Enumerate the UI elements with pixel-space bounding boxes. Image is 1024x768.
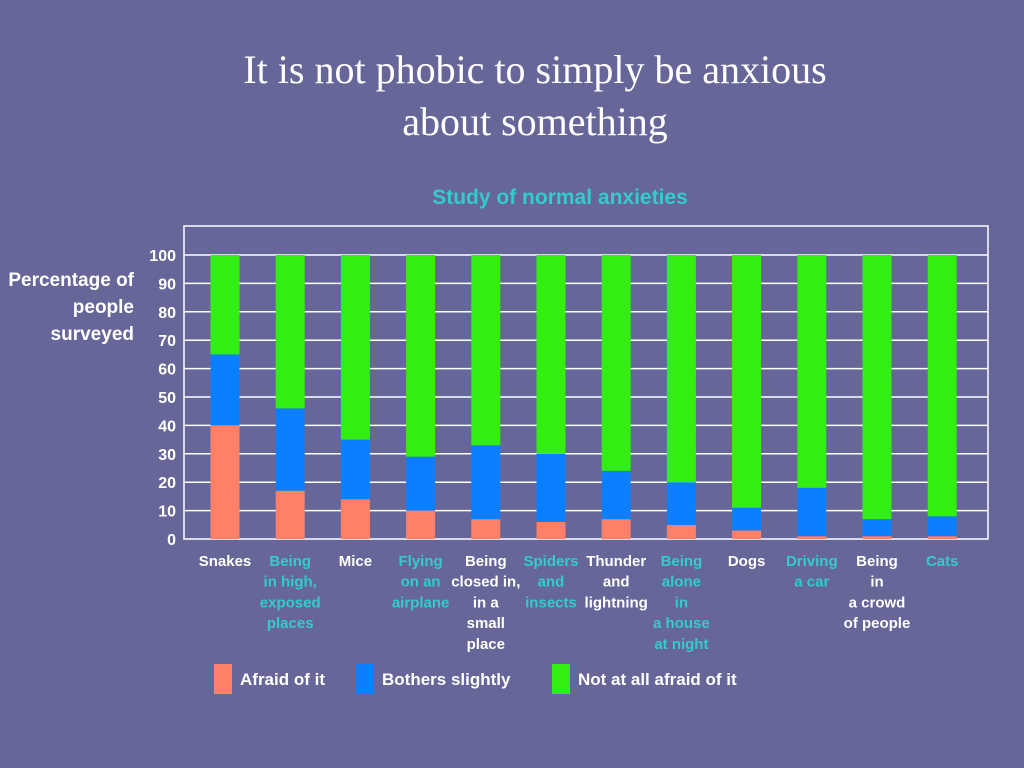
bar-bothers — [601, 470, 631, 520]
bar-bothers — [340, 439, 370, 500]
bar-afraid — [340, 499, 370, 539]
bar-afraid — [471, 519, 501, 539]
y-tick-label: 100 — [149, 248, 176, 265]
legend-swatch-not-afraid — [552, 664, 570, 694]
x-tick-label: Being — [856, 553, 898, 570]
x-tick-label: Being — [465, 553, 507, 570]
bar-bothers — [471, 445, 501, 520]
bar-bothers — [536, 453, 566, 522]
bar-not-afraid — [601, 255, 631, 471]
bar-bothers — [797, 487, 827, 537]
x-tick-label: Being — [269, 553, 311, 570]
x-tick-label: places — [267, 615, 314, 632]
y-tick-label: 10 — [158, 504, 176, 521]
y-tick-label: 30 — [158, 447, 176, 464]
x-tick-label: a crowd — [849, 594, 906, 611]
legend-label-afraid: Afraid of it — [240, 670, 325, 689]
bar-afraid — [862, 536, 892, 539]
legend-label-bothers: Bothers slightly — [382, 670, 511, 689]
bar-afraid — [406, 510, 436, 539]
bar-not-afraid — [732, 255, 762, 508]
bar-bothers — [210, 354, 240, 426]
x-tick-label: and — [538, 574, 565, 591]
legend-swatch-afraid — [214, 664, 232, 694]
x-tick-label: small — [467, 615, 505, 632]
x-tick-label: Spiders — [523, 553, 578, 570]
x-tick-label: Cats — [926, 553, 959, 570]
chart-title: Study of normal anxieties — [432, 186, 688, 209]
x-tick-label: a house — [653, 615, 710, 632]
bar-afraid — [210, 425, 240, 539]
y-tick-label: 60 — [158, 362, 176, 379]
x-tick-label: Thunder — [586, 553, 646, 570]
x-tick-label: place — [467, 636, 505, 653]
x-tick-label: Driving — [786, 553, 838, 570]
y-tick-label: 40 — [158, 418, 176, 435]
x-tick-label: and — [603, 574, 630, 591]
x-tick-label: a car — [794, 574, 829, 591]
x-tick-label: Snakes — [199, 553, 252, 570]
legend-swatch-bothers — [356, 664, 374, 694]
bar-not-afraid — [471, 255, 501, 446]
bar-not-afraid — [275, 255, 305, 409]
bar-afraid — [732, 530, 762, 539]
x-tick-label: alone — [662, 574, 701, 591]
y-axis-label: Percentage of people surveyed — [8, 270, 134, 345]
bar-bothers — [732, 507, 762, 531]
bar-not-afraid — [210, 255, 240, 355]
y-tick-label: 50 — [158, 390, 176, 407]
x-tick-label: airplane — [392, 594, 450, 611]
x-tick-label: in — [675, 594, 688, 611]
x-tick-label: Being — [661, 553, 703, 570]
y-tick-label: 90 — [158, 276, 176, 293]
bar-afraid — [666, 524, 696, 539]
bar-afraid — [797, 536, 827, 539]
y-tick-label: 20 — [158, 475, 176, 492]
x-tick-label: Mice — [339, 553, 372, 570]
x-tick-label: in a — [473, 594, 499, 611]
x-tick-label: on an — [401, 574, 441, 591]
x-tick-label: insects — [525, 594, 577, 611]
bar-bothers — [666, 482, 696, 525]
x-tick-label: at night — [654, 636, 708, 653]
x-tick-label: lightning — [585, 594, 648, 611]
legend-label-not-afraid: Not at all afraid of it — [578, 670, 737, 689]
slide-title: It is not phobic to simply be anxious ab… — [0, 44, 1024, 148]
x-tick-label: Dogs — [728, 553, 766, 570]
bar-not-afraid — [927, 255, 957, 517]
x-tick-label: of people — [844, 615, 911, 632]
y-tick-label: 70 — [158, 333, 176, 350]
bar-afraid — [601, 519, 631, 539]
y-tick-label: 0 — [167, 532, 176, 549]
x-tick-label: closed in, — [451, 574, 520, 591]
slide-title-line-1: It is not phobic to simply be anxious — [243, 47, 827, 92]
bar-afraid — [536, 521, 566, 539]
bar-not-afraid — [666, 255, 696, 483]
bar-afraid — [275, 490, 305, 539]
bar-afraid — [927, 536, 957, 539]
bar-not-afraid — [536, 255, 566, 454]
bar-bothers — [862, 519, 892, 537]
slide-title-line-2: about something — [402, 99, 668, 144]
x-tick-label: in high, — [264, 574, 317, 591]
bar-bothers — [406, 456, 436, 511]
plot-frame — [183, 225, 989, 540]
bar-not-afraid — [797, 255, 827, 488]
y-tick-label: 80 — [158, 305, 176, 322]
bar-bothers — [927, 516, 957, 537]
bar-not-afraid — [406, 255, 436, 457]
x-tick-label: in — [870, 574, 883, 591]
x-tick-label: Flying — [399, 553, 443, 570]
bar-not-afraid — [340, 255, 370, 440]
x-tick-label: exposed — [260, 594, 321, 611]
bar-not-afraid — [862, 255, 892, 520]
bar-bothers — [275, 408, 305, 491]
